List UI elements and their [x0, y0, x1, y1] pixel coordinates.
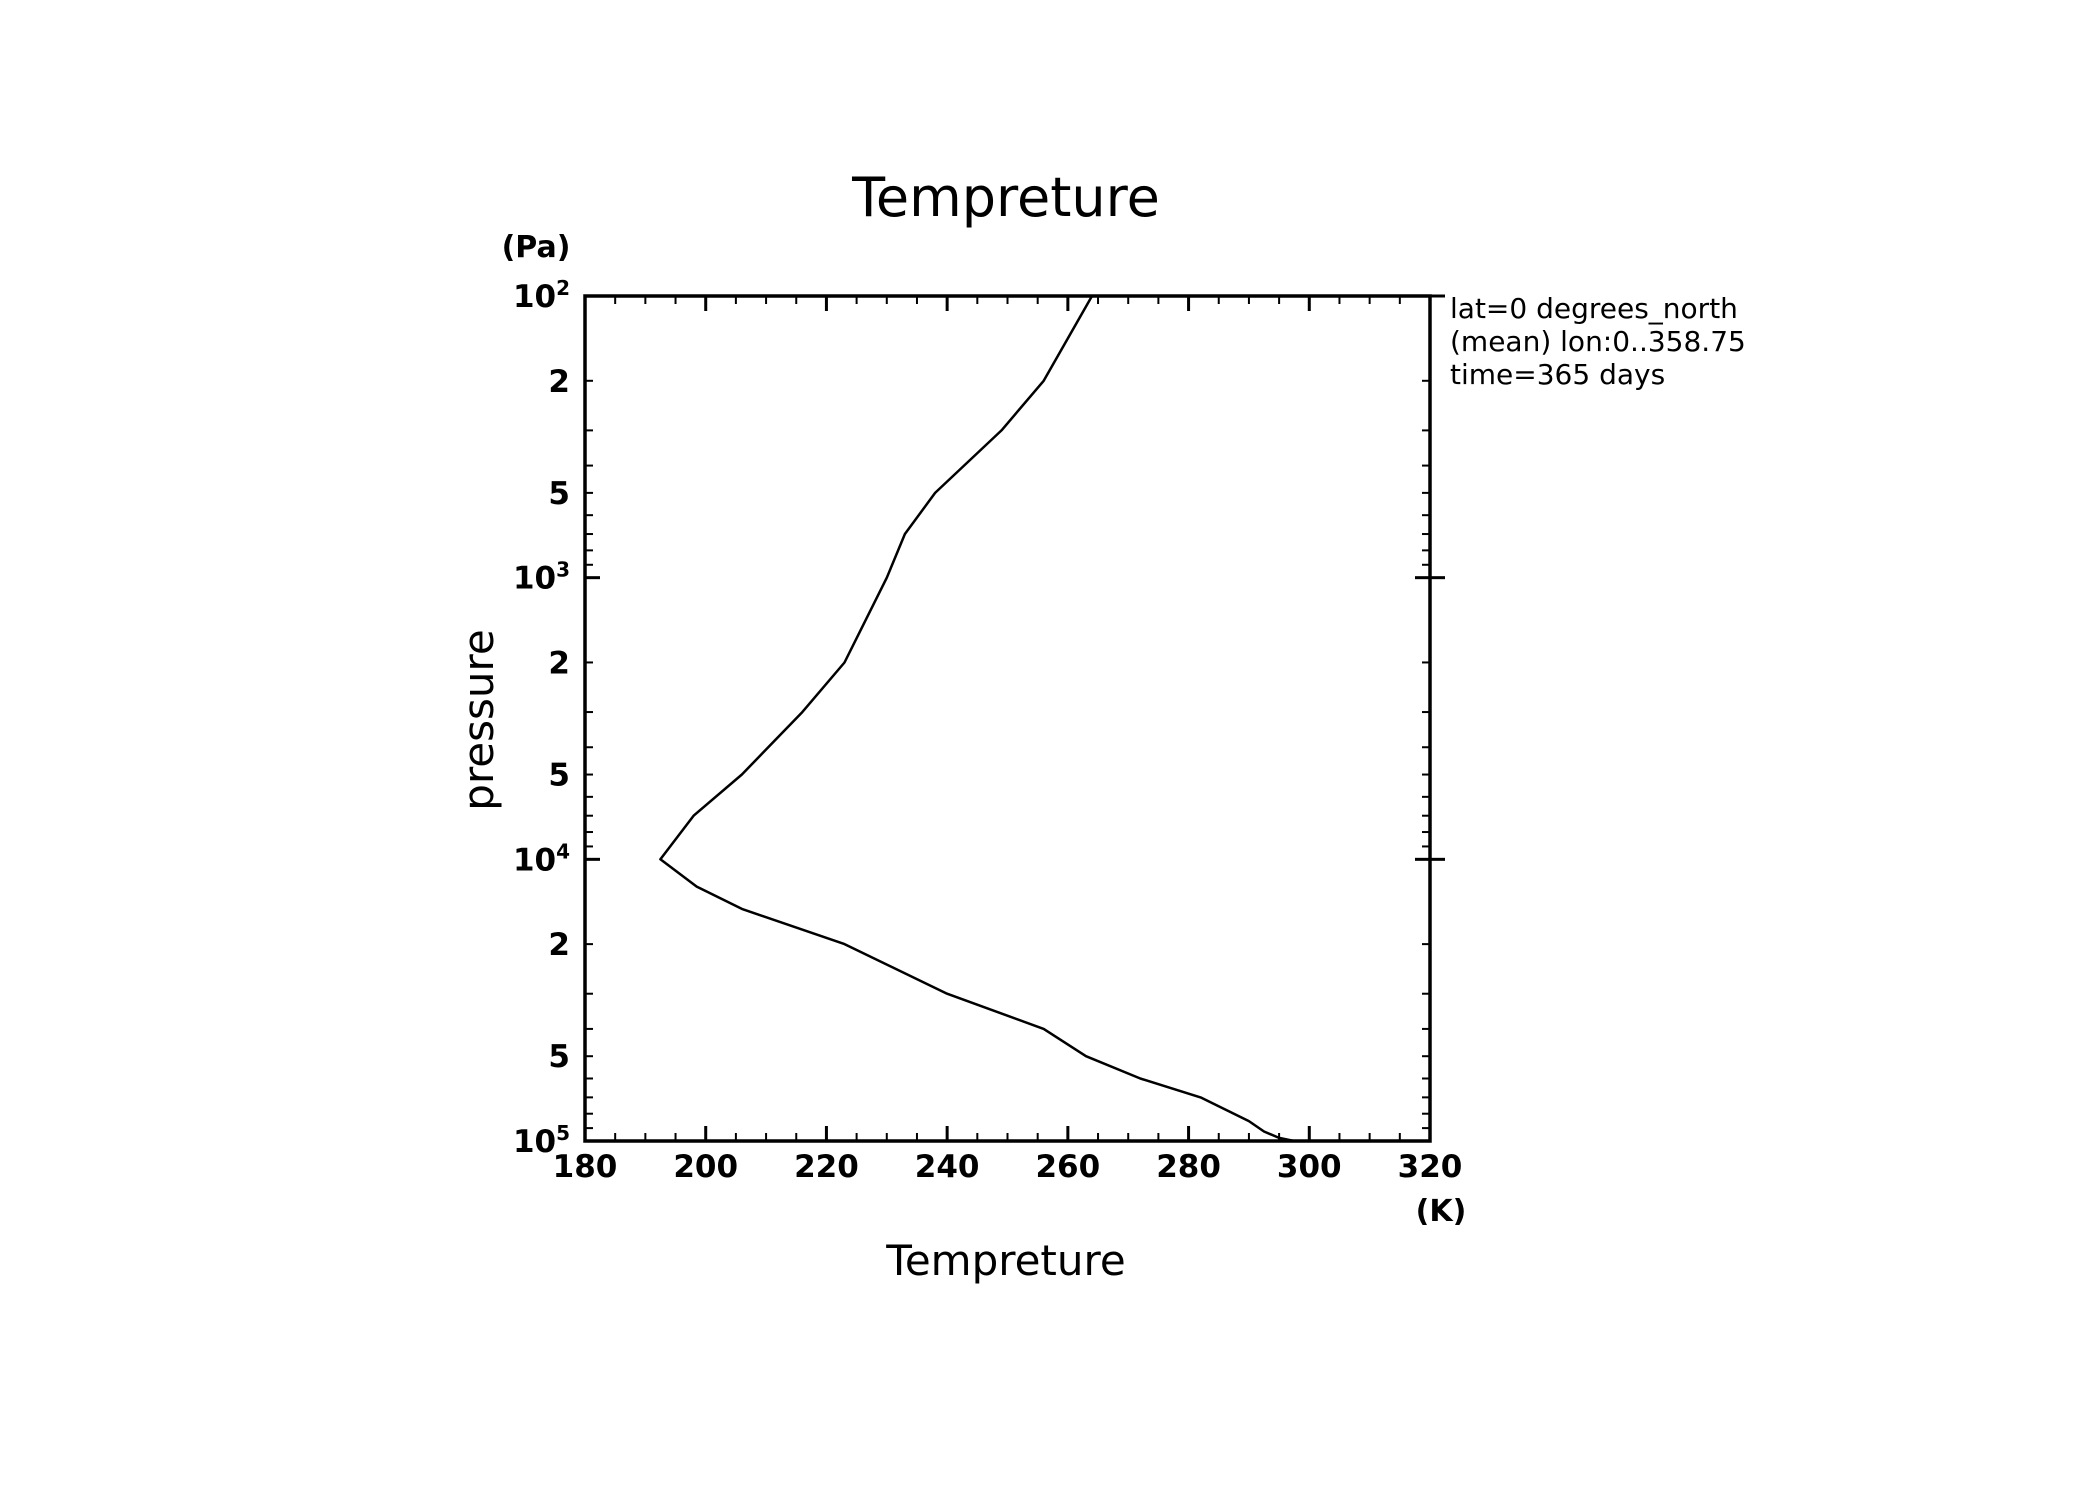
annotation-latitude: lat=0 degrees_north — [1450, 292, 1738, 325]
y-tick-label: 103 — [513, 558, 570, 597]
series-line-tempreture — [659, 295, 1295, 1143]
x-tick-label: 280 — [1156, 1149, 1221, 1185]
chart-title: Tempreture — [851, 166, 1160, 229]
x-tick-label: 200 — [673, 1149, 738, 1185]
y-axis-title: pressure — [454, 629, 503, 810]
ticks-layer — [583, 294, 1445, 1141]
y-tick-label: 5 — [548, 758, 570, 794]
tick-labels-layer: 180 200 220 240 260 280 300 320 102 2 5 103 2 5 104 2 5 1… — [513, 276, 1462, 1185]
y-tick-label: 105 — [513, 1121, 570, 1160]
x-tick-label: 240 — [915, 1149, 980, 1185]
x-axis-title: Tempreture — [885, 1236, 1125, 1285]
y-tick-label: 2 — [548, 364, 570, 400]
annotation-longitude: (mean) lon:0..358.75 — [1450, 325, 1746, 358]
x-unit-label: (K) — [1416, 1194, 1467, 1229]
x-tick-label: 320 — [1398, 1149, 1463, 1185]
x-tick-label: 300 — [1277, 1149, 1342, 1185]
annotation-block: lat=0 degrees_north (mean) lon:0..358.75… — [1450, 292, 1746, 391]
y-tick-label: 5 — [548, 476, 570, 512]
annotation-time: time=365 days — [1450, 358, 1665, 391]
y-tick-label: 102 — [513, 276, 570, 315]
y-tick-label: 104 — [513, 839, 570, 878]
y-tick-label: 2 — [548, 927, 570, 963]
x-tick-label: 180 — [553, 1149, 618, 1185]
x-tick-label: 220 — [794, 1149, 859, 1185]
plot-frame — [583, 294, 1432, 1143]
y-unit-label: (Pa) — [502, 230, 571, 265]
y-tick-label: 2 — [548, 645, 570, 681]
x-tick-label: 260 — [1035, 1149, 1100, 1185]
y-tick-label: 5 — [548, 1039, 570, 1075]
